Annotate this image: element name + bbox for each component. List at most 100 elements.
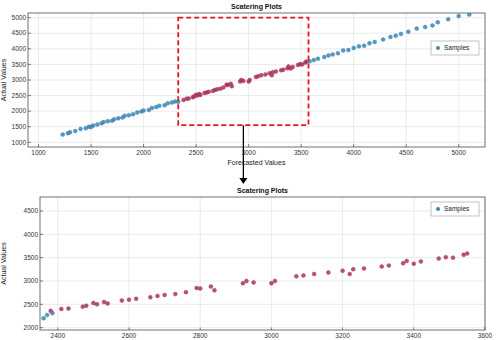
point <box>142 109 146 113</box>
point <box>394 34 398 38</box>
point <box>326 271 330 275</box>
point <box>316 57 320 61</box>
point <box>73 129 77 133</box>
y-grid-line <box>28 80 485 81</box>
x-tick-label: 2800 <box>193 332 208 339</box>
point <box>230 84 234 88</box>
y-tick <box>40 327 43 328</box>
point <box>341 269 345 273</box>
y-tick <box>40 257 43 258</box>
point <box>79 127 83 131</box>
y-grid-line <box>28 142 485 143</box>
point <box>341 48 345 52</box>
point <box>68 130 72 134</box>
figure: 1000150020002500300035004000450050001000… <box>0 0 500 340</box>
x-tick <box>196 144 197 147</box>
point <box>405 259 409 263</box>
y-tick <box>28 142 31 143</box>
y-tick-label: 4500 <box>12 29 27 36</box>
y-tick-label: 4000 <box>12 45 27 52</box>
point <box>134 297 138 301</box>
x-grid-line <box>57 197 58 330</box>
points <box>61 13 472 137</box>
y-tick <box>40 281 43 282</box>
y-tick <box>28 80 31 81</box>
point <box>187 96 191 100</box>
x-tick-label: 1000 <box>31 149 46 156</box>
y-tick <box>40 304 43 305</box>
point <box>59 307 63 311</box>
point <box>436 20 440 24</box>
point <box>241 281 245 285</box>
point <box>184 290 188 294</box>
y-tick-label: 2500 <box>24 301 39 308</box>
point <box>155 294 159 298</box>
points <box>42 251 470 320</box>
point <box>357 44 361 48</box>
plot-frame <box>40 197 485 330</box>
x-tick-label: 5000 <box>452 149 467 156</box>
point <box>274 70 278 74</box>
point <box>415 27 419 31</box>
x-tick-label: 4000 <box>346 149 361 156</box>
y-tick <box>28 111 31 112</box>
point <box>430 23 434 27</box>
y-tick-label: 4000 <box>24 231 39 238</box>
point <box>331 52 335 56</box>
x-tick-label: 3600 <box>478 332 493 339</box>
point <box>367 41 371 45</box>
y-grid-line <box>28 111 485 112</box>
y-grid-line <box>28 64 485 65</box>
x-grid-line <box>271 197 272 330</box>
x-tick-label: 3000 <box>264 332 279 339</box>
point <box>362 266 366 270</box>
x-tick-label: 3500 <box>294 149 309 156</box>
y-tick-label: 1500 <box>12 123 27 130</box>
point <box>412 262 416 266</box>
y-tick <box>40 211 43 212</box>
y-tick-label: 2000 <box>24 324 39 331</box>
x-tick-label: 1500 <box>84 149 99 156</box>
point <box>444 255 448 259</box>
point <box>423 25 427 29</box>
background <box>0 0 500 340</box>
x-tick <box>458 144 459 147</box>
y-tick-label: 3000 <box>24 277 39 284</box>
y-grid-line <box>28 17 485 18</box>
point <box>294 274 298 278</box>
x-grid-line <box>342 197 343 330</box>
point <box>106 119 110 123</box>
legend-label: Samples <box>444 44 470 52</box>
point <box>399 32 403 36</box>
point <box>381 37 385 41</box>
point <box>212 288 216 292</box>
point <box>252 280 256 284</box>
point <box>348 272 352 276</box>
plot-area <box>40 197 485 330</box>
x-tick <box>248 144 249 147</box>
point <box>263 72 267 76</box>
point <box>406 30 410 34</box>
y-tick-label: 3500 <box>24 254 39 261</box>
point <box>244 279 248 283</box>
point <box>259 73 263 77</box>
legend-marker <box>436 207 440 211</box>
point <box>437 257 441 261</box>
legend-marker <box>436 46 440 50</box>
x-tick <box>91 144 92 147</box>
point <box>84 304 88 308</box>
y-tick <box>28 95 31 96</box>
point <box>66 307 70 311</box>
point <box>106 301 110 305</box>
point <box>116 116 120 120</box>
chart-0: 1000150020002500300035004000450050001000… <box>0 3 485 166</box>
zoom-arrow-head <box>239 178 247 184</box>
point <box>166 101 170 105</box>
chart-title: Scatering Plots <box>231 3 282 11</box>
y-grid-line <box>40 327 485 328</box>
x-tick-label: 2400 <box>51 332 66 339</box>
point <box>198 93 202 97</box>
point <box>312 58 316 62</box>
legend-label: Samples <box>444 205 470 213</box>
y-grid-line <box>28 48 485 49</box>
